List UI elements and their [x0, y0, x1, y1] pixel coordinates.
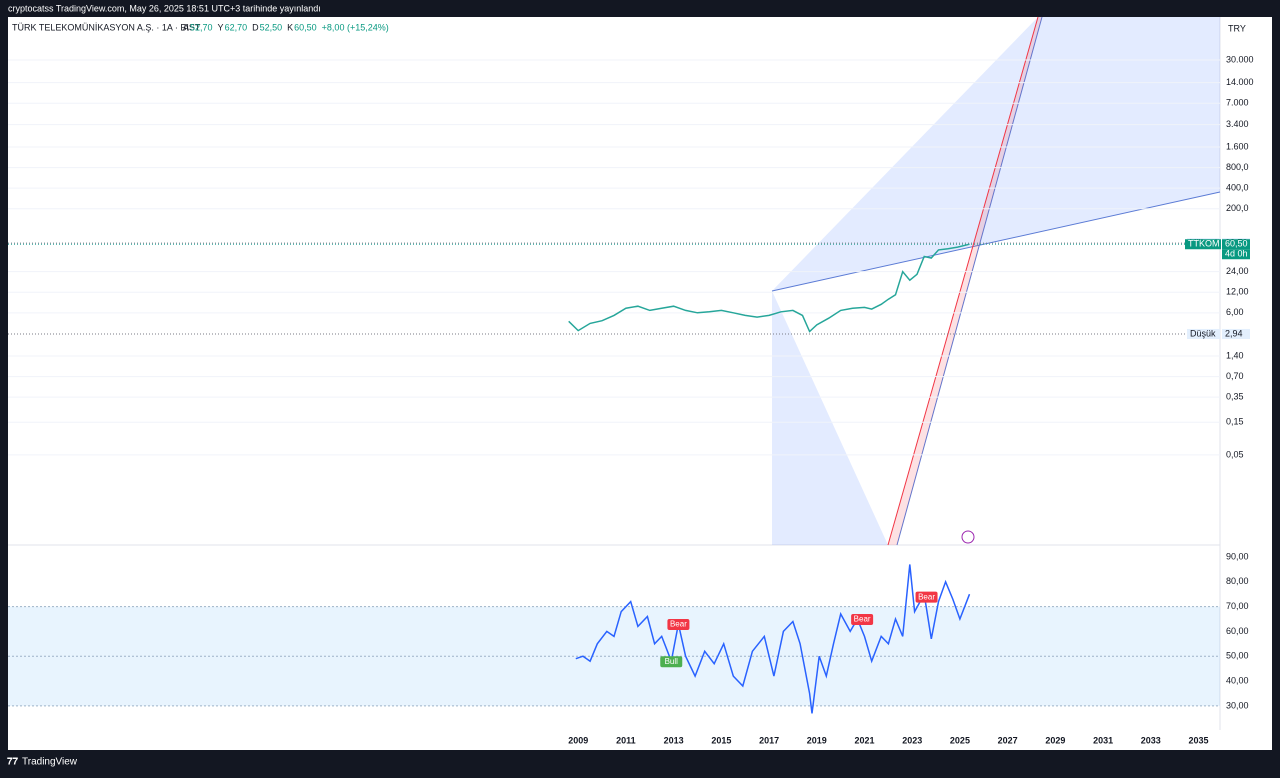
- divergence-label: Bear: [670, 620, 687, 629]
- y-tick-label: 30.000: [1226, 54, 1254, 64]
- x-tick-label: 2033: [1141, 735, 1161, 745]
- divergence-tag: [915, 591, 938, 603]
- y-tick-label: 3.400: [1226, 119, 1249, 129]
- y-tick-label: 0,35: [1226, 392, 1244, 402]
- x-tick-label: 2029: [1045, 735, 1065, 745]
- brand-icon: 𝟕𝟕: [7, 757, 19, 768]
- ohlc-key: K: [287, 22, 293, 32]
- y-tick-label: 50,00: [1226, 651, 1249, 661]
- x-tick-label: 2031: [1093, 735, 1113, 745]
- y-tick-label: 400,0: [1226, 183, 1249, 193]
- event-icon[interactable]: [961, 530, 975, 544]
- x-tick-label: 2023: [902, 735, 922, 745]
- y-tick-label: 14.000: [1226, 77, 1254, 87]
- y-tick-label: 7.000: [1226, 98, 1249, 108]
- divergence-tag: [667, 618, 690, 630]
- price-value: 2,94: [1225, 328, 1243, 338]
- price-value: 60,50: [1225, 239, 1248, 249]
- channel-fill: [888, 17, 1042, 545]
- channel-line: [896, 16, 1043, 546]
- y-tick-label: 0,15: [1226, 417, 1244, 427]
- chart-area: [8, 17, 1272, 750]
- y-tick-label: 0,05: [1226, 449, 1244, 459]
- brand: TradingView: [22, 757, 78, 768]
- ohlc-value: 62,70: [225, 22, 248, 32]
- publisher: cryptocatss TradingView.com, May 26, 202…: [8, 3, 321, 13]
- ohlc-value: 60,50: [294, 22, 317, 32]
- countdown: 4d 0h: [1225, 249, 1248, 259]
- countdown-tag: [1222, 249, 1250, 260]
- ohlc-value: 52,70: [190, 22, 213, 32]
- y-tick-label: 12,00: [1226, 287, 1249, 297]
- y-tick-label: 800,0: [1226, 162, 1249, 172]
- series-line: [568, 243, 970, 333]
- y-tick-label: 30,00: [1226, 700, 1249, 710]
- y-tick-label: 1.600: [1226, 141, 1249, 151]
- ohlc-key: A: [183, 22, 189, 32]
- price-value-tag: [1222, 328, 1250, 339]
- y-tick-label: 6,00: [1226, 307, 1244, 317]
- price-value-tag: [1222, 239, 1250, 250]
- x-tick-label: 2035: [1189, 735, 1209, 745]
- y-tick-label: 40,00: [1226, 675, 1249, 685]
- y-tick-label: 70,00: [1226, 601, 1249, 611]
- divergence-label: Bear: [918, 592, 935, 601]
- y-tick-label: 24,00: [1226, 266, 1249, 276]
- x-tick-label: 2021: [854, 735, 874, 745]
- price-tag-name: TTKOM: [1188, 239, 1220, 249]
- x-tick-label: 2027: [998, 735, 1018, 745]
- symbol: TÜRK TELEKOMÜNİKASYON A.Ş. · 1A · BIST: [12, 22, 201, 32]
- divergence-tag: [851, 614, 874, 625]
- change: +8,00 (+15,24%): [322, 22, 389, 32]
- divergence-tag: [660, 656, 683, 668]
- fan-drawing: [771, 16, 1221, 546]
- x-tick-label: 2017: [759, 735, 779, 745]
- x-tick-label: 2019: [807, 735, 827, 745]
- y-tick-label: 80,00: [1226, 576, 1249, 586]
- channel-line: [887, 16, 1039, 546]
- currency: TRY: [1228, 23, 1246, 33]
- x-tick-label: 2009: [568, 735, 588, 745]
- y-tick-label: 60,00: [1226, 626, 1249, 636]
- series-line: [575, 564, 971, 714]
- y-tick-label: 90,00: [1226, 551, 1249, 561]
- price-tag-name: Düşük: [1190, 328, 1216, 338]
- x-tick-label: 2013: [664, 735, 684, 745]
- ohlc-value: 52,50: [260, 22, 283, 32]
- x-tick-label: 2015: [711, 735, 731, 745]
- fan-fill: [772, 17, 1220, 545]
- price-tag: [1185, 239, 1221, 250]
- ohlc-key: D: [252, 22, 259, 32]
- y-tick-label: 0,70: [1226, 371, 1244, 381]
- divergence-label: Bear: [854, 615, 871, 624]
- y-tick-label: 200,0: [1226, 203, 1249, 213]
- price-tag: [1187, 328, 1220, 339]
- x-tick-label: 2011: [616, 735, 636, 745]
- y-tick-label: 1,40: [1226, 350, 1244, 360]
- divergence-label: Bull: [665, 657, 679, 666]
- ohlc-key: Y: [218, 22, 224, 32]
- x-tick-label: 2025: [950, 735, 970, 745]
